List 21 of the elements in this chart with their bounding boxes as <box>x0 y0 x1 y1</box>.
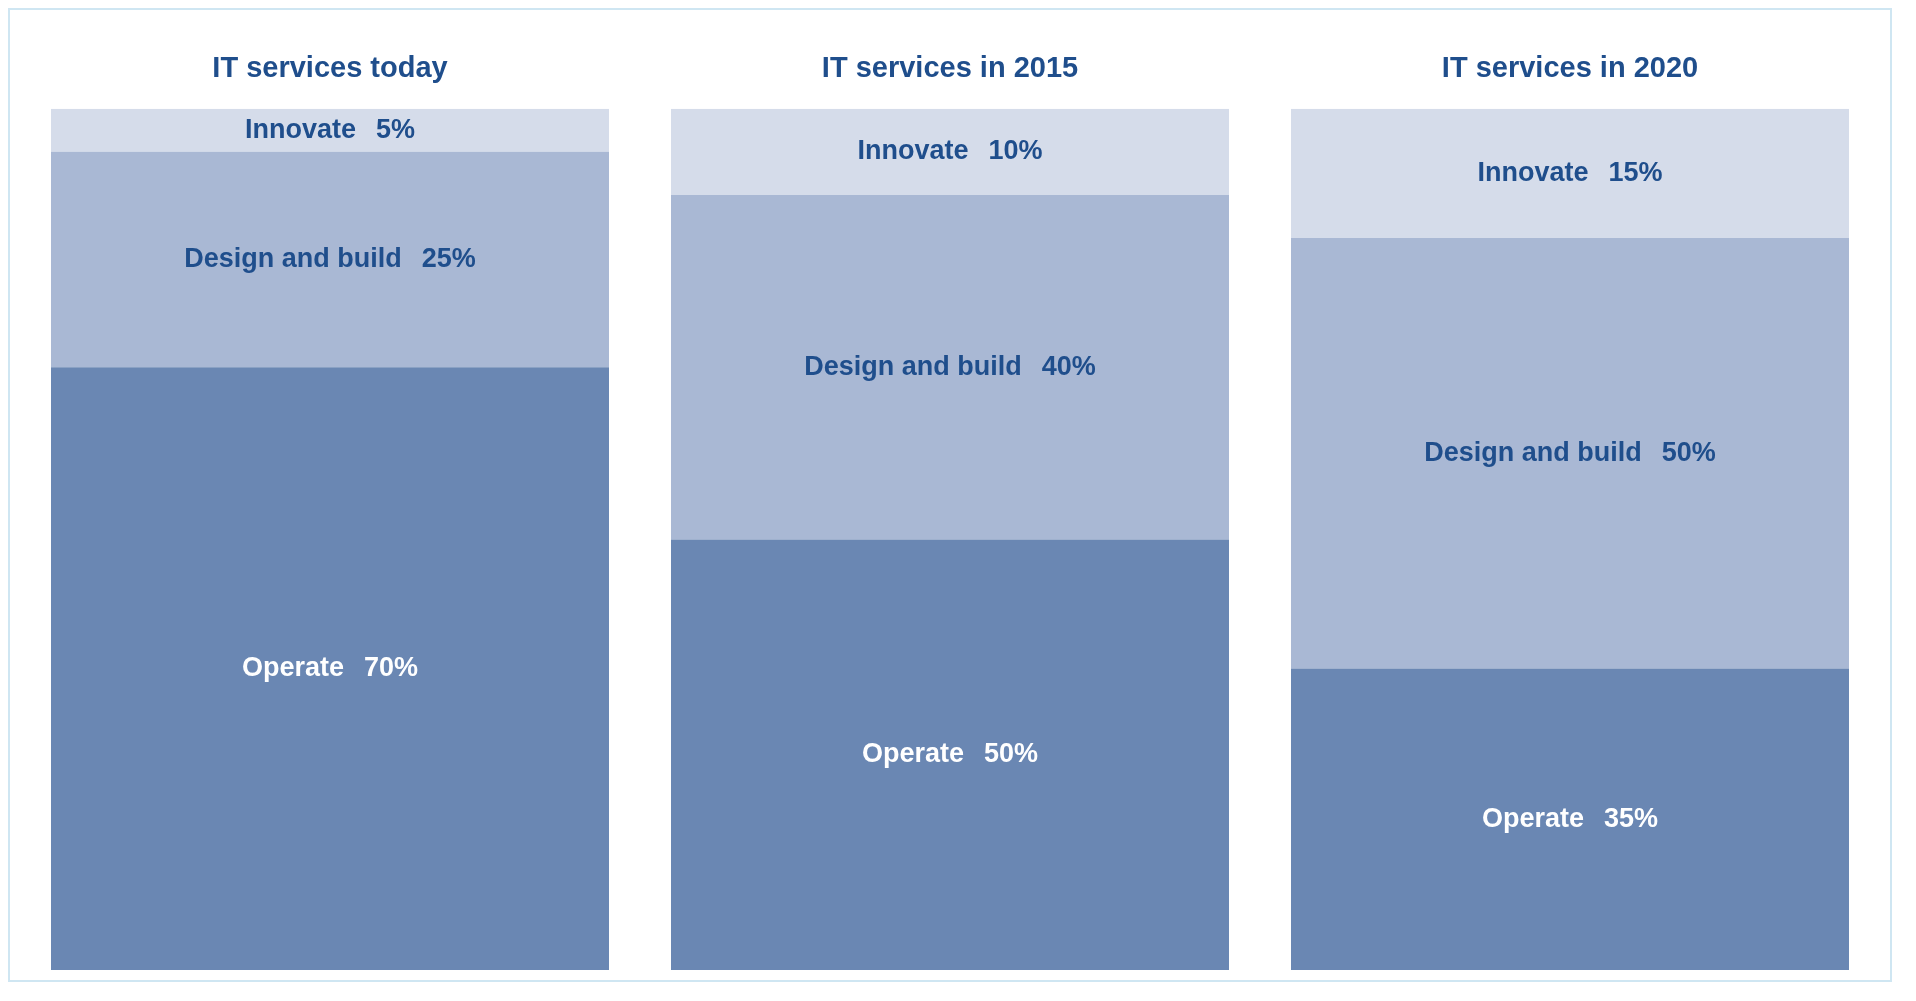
text: Design and build <box>1424 436 1642 467</box>
x-tick-label: IT services in 2020 <box>1441 51 1699 84</box>
x-tick-label: IT services today <box>212 51 448 84</box>
data-label: 10% <box>988 135 1043 166</box>
data-label: 40% <box>1041 350 1096 381</box>
data-label: 5% <box>376 113 416 144</box>
text: Operate <box>241 652 345 683</box>
data-label: 35% <box>1604 802 1659 833</box>
text: Innovate <box>1477 156 1589 187</box>
data-label: 15% <box>1608 156 1663 187</box>
data-label: 25% <box>421 242 476 273</box>
text: Operate <box>861 738 965 769</box>
data-label: 50% <box>1661 436 1716 467</box>
text: Design and build <box>804 350 1022 381</box>
series-label: Design and build <box>184 242 402 273</box>
data-label: 70% <box>364 652 419 683</box>
series-label: Operate <box>1481 802 1585 833</box>
text: Innovate <box>857 135 969 166</box>
data-label: 50% <box>984 738 1039 769</box>
series-label: Innovate <box>244 113 357 144</box>
x-tick-label: IT services in 2015 <box>821 51 1079 84</box>
